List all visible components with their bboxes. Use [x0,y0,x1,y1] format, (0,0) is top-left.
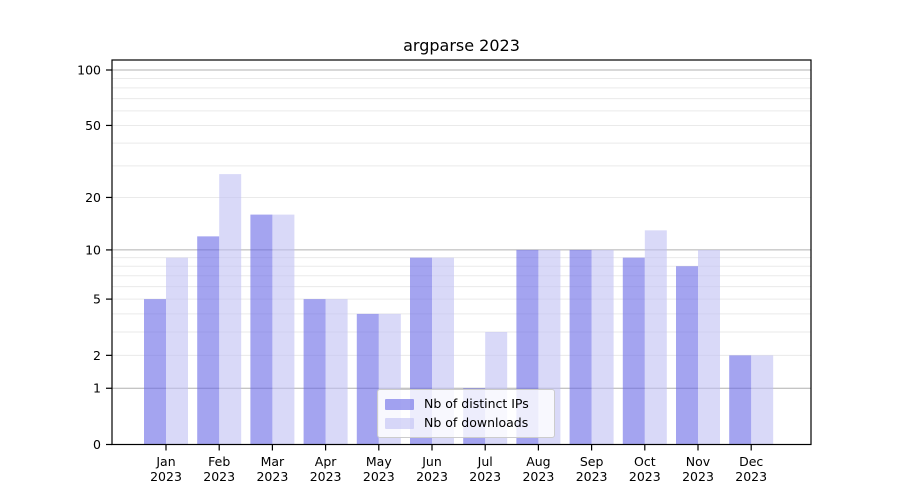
bar-downloads-nov [698,249,720,445]
bar-distinct-ips-oct [622,257,645,445]
bar-distinct-ips-dec [729,355,752,445]
bar-downloads-feb [219,174,242,445]
legend: Nb of distinct IPs Nb of downloads [377,389,555,438]
bar-distinct-ips-sep [569,249,592,445]
legend-item-downloads: Nb of downloads [385,416,554,430]
bar-downloads-apr [325,299,348,445]
bar-distinct-ips-mar [250,214,273,445]
x-tick-label-month: Dec [739,454,763,469]
y-tick-label: 100 [77,62,101,77]
x-tick-label-month: Jan [155,454,175,469]
bar-distinct-ips-may [356,313,379,445]
x-tick-label-year: 2023 [682,469,714,484]
x-tick-label-month: Feb [208,454,230,469]
x-tick-label-year: 2023 [416,469,448,484]
chart-title: argparse 2023 [403,36,520,55]
x-tick-label-year: 2023 [310,469,342,484]
axes-spines [111,59,812,446]
legend-label-downloads: Nb of downloads [424,415,529,430]
x-tick-label-year: 2023 [203,469,235,484]
bar-downloads-jan [166,257,188,445]
x-tick-label-year: 2023 [522,469,554,484]
x-tick-label-month: Jun [421,454,442,469]
x-tick-label-month: May [366,454,392,469]
y-tick-label: 2 [93,348,101,363]
x-tick-label-year: 2023 [576,469,608,484]
y-tick-label: 50 [85,118,101,133]
x-tick-label-year: 2023 [629,469,661,484]
bar-downloads-mar [272,214,295,445]
x-tick-label-month: Mar [261,454,285,469]
x-tick-label-year: 2023 [469,469,501,484]
x-tick-label-year: 2023 [735,469,767,484]
x-tick-label-month: Apr [315,454,337,469]
x-tick-label-year: 2023 [256,469,288,484]
y-tick-label: 20 [85,190,101,205]
bar-downloads-oct [644,230,667,445]
y-tick-label: 0 [93,437,101,452]
x-tick-label-year: 2023 [150,469,182,484]
bar-distinct-ips-nov [676,266,698,445]
x-tick-label-month: Jul [477,454,493,469]
x-tick-label-month: Oct [634,454,656,469]
bar-distinct-ips-feb [197,236,220,445]
legend-item-distinct-ips: Nb of distinct IPs [385,397,554,411]
bar-downloads-dec [751,355,774,445]
x-tick-label-month: Sep [580,454,604,469]
x-tick-label-year: 2023 [363,469,395,484]
bar-distinct-ips-apr [303,299,326,445]
bar-downloads-sep [591,249,614,445]
legend-swatch-downloads [385,417,414,429]
y-tick-label: 1 [93,381,101,396]
x-tick-label-month: Nov [686,454,711,469]
y-tick-label: 10 [85,242,101,257]
bar-distinct-ips-jan [144,299,166,445]
legend-swatch-distinct-ips [385,398,414,410]
legend-label-distinct-ips: Nb of distinct IPs [424,396,529,411]
y-tick-label: 5 [93,292,101,307]
x-tick-label-month: Aug [526,454,550,469]
